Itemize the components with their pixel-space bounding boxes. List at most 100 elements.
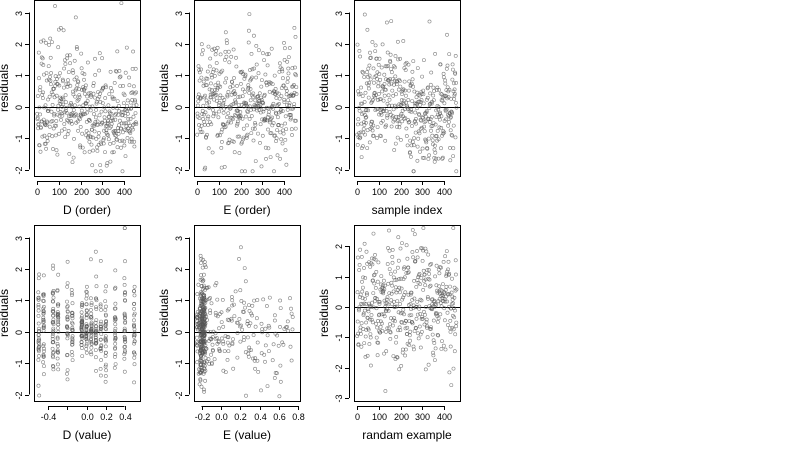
data-point [194,335,199,340]
data-point [434,134,439,138]
data-point [125,98,130,103]
data-point [84,129,89,133]
data-point [63,108,68,113]
data-point [41,324,46,329]
data-point [227,140,231,145]
data-point [244,393,248,398]
data-point [54,148,59,153]
data-point [438,62,443,67]
data-point [219,139,224,144]
data-point [99,326,103,331]
data-point [65,132,70,137]
data-point [132,334,137,339]
data-point [103,344,108,349]
data-point [265,115,270,120]
data-point [226,349,231,354]
data-point [55,313,60,318]
data-point [233,100,238,105]
data-point [391,354,396,359]
data-point [294,85,299,90]
data-point [278,306,283,311]
data-point [80,320,84,325]
data-point [287,46,292,50]
data-point [247,308,252,313]
data-point [423,114,428,119]
data-point [36,297,41,302]
data-point [427,271,432,276]
data-point [412,136,417,141]
data-point [103,374,108,378]
data-point [265,63,270,68]
data-point [398,276,403,281]
data-point [435,128,440,133]
data-point [219,165,224,170]
data-point [131,103,136,108]
data-point [217,348,222,353]
data-point [36,302,41,307]
data-point [42,319,46,324]
x-tick-label: 0.8 [292,412,305,422]
data-point [397,290,402,295]
data-point [130,67,135,71]
data-point [419,316,424,321]
data-point [41,328,46,333]
data-point [73,15,78,20]
data-point [36,321,41,326]
data-point [387,322,392,327]
data-point [373,43,378,48]
data-point [198,130,203,135]
data-point [224,54,229,59]
data-point [237,134,242,139]
data-point [355,142,360,147]
y-tick-label: 3 [334,11,344,16]
data-point [69,119,74,124]
data-point [115,145,120,150]
plot-frame [194,225,301,402]
data-point [210,150,215,155]
data-point [203,110,208,115]
data-point [68,53,72,58]
data-point [62,85,66,90]
data-point [371,291,376,296]
data-point [200,265,205,270]
data-point [40,134,45,139]
data-point [424,140,429,145]
data-point [132,355,137,360]
data-point [97,51,102,56]
data-point [418,126,423,131]
data-point [51,367,56,372]
data-point [375,279,380,284]
data-point [424,109,429,114]
data-point [361,313,366,317]
data-point [53,133,58,138]
data-point [436,156,441,161]
data-point [286,66,291,71]
data-point [132,350,137,355]
data-point [412,101,417,106]
data-point [109,122,114,126]
data-point [240,116,245,121]
data-point [85,308,89,313]
data-point [442,94,446,99]
data-point [357,108,362,113]
data-point [200,351,205,356]
data-point [391,93,396,98]
data-point [82,150,87,155]
data-point [199,354,203,358]
data-point [114,133,119,138]
data-point [55,336,60,341]
data-point [413,117,418,121]
data-point [132,322,136,327]
data-point [211,111,216,116]
data-point [396,87,401,92]
data-point [395,299,400,304]
y-tick-label: 2 [14,42,24,47]
data-point [425,146,430,151]
data-point [372,281,377,286]
data-point [196,92,201,97]
data-point [56,45,61,50]
data-point [202,167,207,172]
data-point [417,324,422,329]
data-point [74,75,79,80]
data-point [432,159,437,164]
